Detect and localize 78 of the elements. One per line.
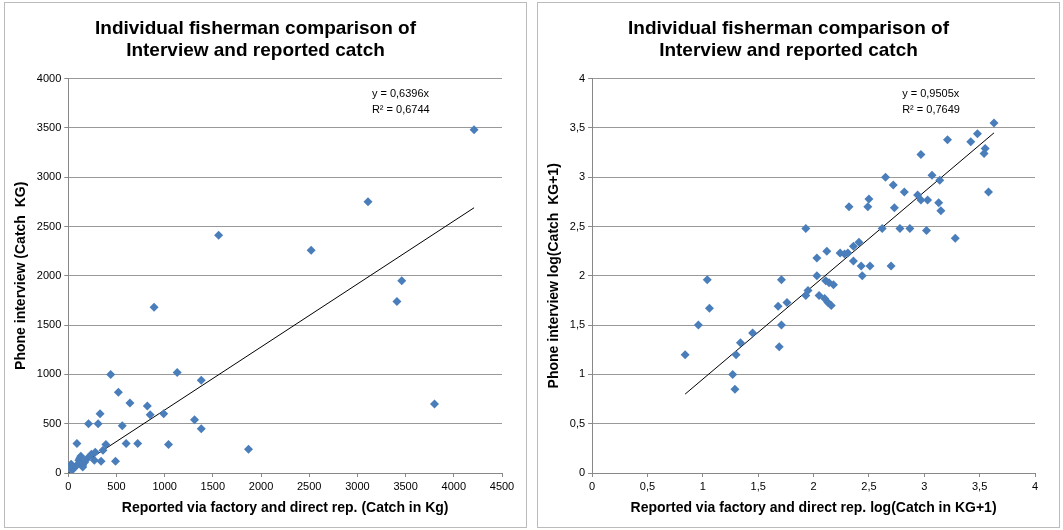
point	[72, 438, 82, 448]
y-tick-label: 2,5	[569, 219, 586, 232]
point	[306, 245, 316, 255]
x-tick-label: 0	[65, 479, 72, 492]
x-tick-label: 3000	[345, 479, 370, 492]
point	[111, 456, 120, 466]
point	[172, 367, 182, 377]
x-tick-label: 3,5	[971, 479, 988, 492]
annotation: R² = 0,6744	[371, 103, 430, 116]
x-tick-label: 2500	[296, 479, 322, 492]
y-tick-label: 3	[578, 170, 586, 183]
x-tick-label: 1000	[152, 479, 177, 492]
point	[164, 439, 174, 449]
y-tick-label: 0	[55, 466, 62, 479]
y-tick-label: 1,5	[569, 318, 586, 331]
annotation: y = 0,9505x	[902, 87, 960, 100]
x-axis-title: Reported via factory and direct rep. log(Catch in KG+1)	[630, 499, 997, 516]
point	[145, 410, 155, 420]
point	[196, 375, 206, 385]
y-tick-label: 3500	[36, 120, 62, 133]
point	[93, 419, 103, 429]
point	[142, 401, 152, 411]
x-tick-label: 3	[921, 479, 928, 492]
point	[98, 445, 108, 455]
point	[117, 421, 127, 431]
x-tick-label: 0	[589, 479, 596, 492]
y-axis-title: Phone interview log(Catch KG+1)	[545, 163, 562, 389]
y-tick-label: 500	[42, 416, 62, 429]
x-axis-title: Reported via factory and direct rep. (Catch in Kg)	[121, 499, 449, 516]
y-tick-label: 0	[578, 466, 586, 479]
point	[113, 387, 123, 397]
point	[214, 230, 224, 240]
point	[190, 415, 200, 425]
x-tick-label: 4000	[441, 479, 467, 492]
y-tick-label: 0,5	[569, 416, 586, 429]
y-tick-label: 1500	[36, 318, 62, 331]
x-tick-label: 2000	[248, 479, 274, 492]
point	[397, 276, 407, 286]
point	[133, 438, 143, 448]
point	[149, 302, 159, 312]
y-tick-label: 2000	[36, 268, 62, 281]
x-tick-label: 4	[1031, 479, 1039, 492]
annotation: y = 0,6396x	[371, 87, 430, 100]
point	[363, 197, 373, 207]
point	[196, 424, 206, 434]
y-tick-label: 3000	[36, 170, 62, 183]
y-axis-title: Phone interview (Catch KG)	[12, 181, 29, 370]
y-tick-label: 2500	[36, 219, 62, 232]
point	[244, 444, 254, 454]
point	[430, 399, 440, 409]
point	[392, 296, 402, 306]
annotation: R² = 0,7649	[902, 103, 960, 116]
y-tick-label: 2	[578, 268, 586, 281]
point	[106, 369, 116, 379]
chart-title: Individual fisherman comparison of Interview and reported catch	[95, 16, 417, 61]
y-tick-label: 3,5	[569, 120, 586, 133]
y-tick-label: 1000	[36, 367, 62, 380]
x-tick-label: 4500	[489, 479, 515, 492]
y-tick-label: 4	[578, 71, 586, 84]
y-tick-label: 4000	[36, 71, 62, 84]
y-tick-label: 1	[578, 367, 586, 380]
point	[125, 398, 135, 408]
point	[95, 409, 105, 419]
point	[84, 419, 94, 429]
x-tick-label: 1	[699, 479, 706, 492]
x-tick-label: 0,5	[639, 479, 656, 492]
x-tick-label: 3500	[393, 479, 418, 492]
chart-title: Individual fisherman comparison of Interview and reported catch	[628, 16, 950, 61]
point	[159, 409, 169, 419]
x-tick-label: 2,5	[861, 479, 877, 492]
x-tick-label: 500	[107, 479, 126, 492]
x-tick-label: 1,5	[750, 479, 766, 492]
point	[121, 438, 131, 448]
point	[96, 456, 106, 466]
x-tick-label: 1500	[200, 479, 226, 492]
x-tick-label: 2	[810, 479, 817, 492]
point	[469, 125, 479, 135]
point	[101, 439, 111, 449]
